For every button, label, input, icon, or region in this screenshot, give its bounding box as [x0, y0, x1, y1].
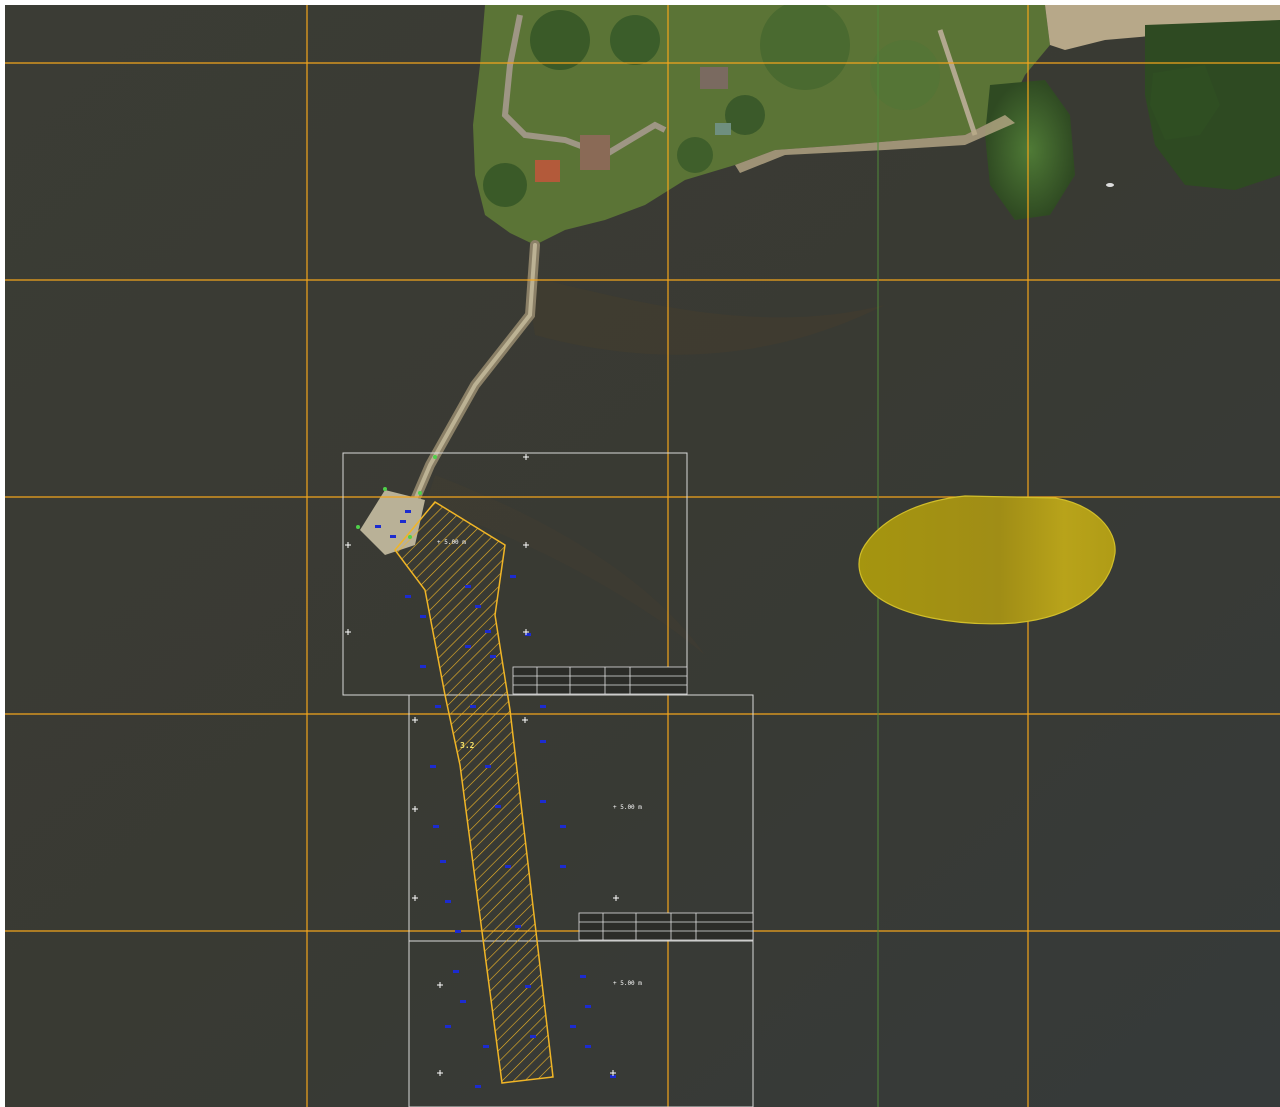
label-point-a: + 5.00 m [613, 804, 642, 811]
label-area-top: + 5.00 m [437, 539, 466, 546]
shoreline-land [473, 5, 1280, 245]
map-canvas[interactable] [5, 5, 1280, 1107]
survey-crosses [345, 454, 619, 1076]
sediment-streak [425, 475, 705, 655]
dredging-area[interactable] [394, 501, 554, 1084]
yellow-zone[interactable] [858, 495, 1116, 625]
label-point-b: + 5.00 m [613, 980, 642, 987]
pier-points [356, 455, 437, 539]
map-viewport[interactable]: + 5.00 m 3.2 + 5.00 m + 5.00 m [5, 5, 1280, 1107]
sediment-plume [525, 275, 885, 355]
stamp-table-2 [578, 912, 754, 941]
sheet-frames [342, 452, 754, 1107]
sounding-marks [375, 510, 616, 1088]
label-area-mid: 3.2 [460, 741, 475, 750]
stamp-table-1 [512, 666, 688, 695]
